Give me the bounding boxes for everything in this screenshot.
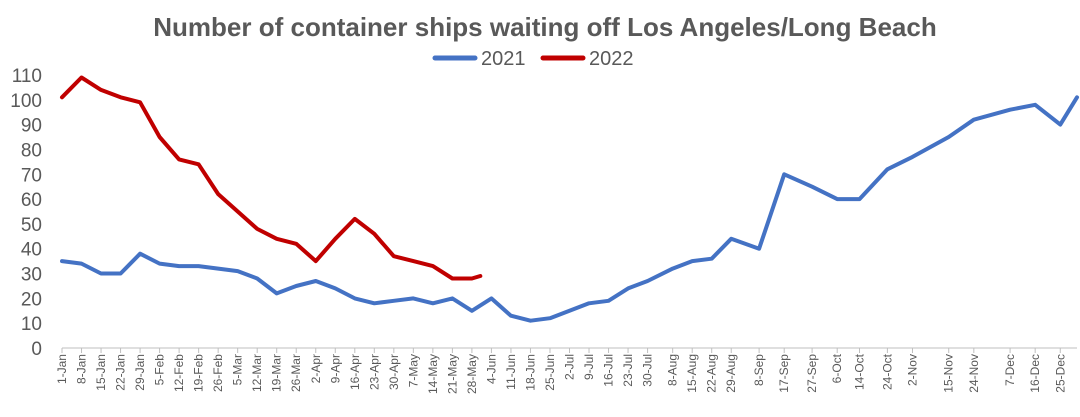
x-tick-label: 8-Aug (666, 354, 680, 386)
x-tick-label: 16-Jul (602, 354, 616, 387)
legend-label-2022: 2022 (589, 48, 634, 70)
y-axis-ticks: 0 10 20 30 40 50 60 70 80 90 100 110 (10, 66, 42, 360)
x-tick-label: 8-Jan (75, 354, 89, 384)
x-tick-label: 2-Jul (563, 354, 577, 380)
y-tick-label: 80 (21, 140, 42, 161)
chart-title: Number of container ships waiting off Lo… (153, 12, 936, 42)
y-tick-label: 30 (21, 265, 42, 286)
legend: 2021 2022 (432, 48, 634, 70)
x-tick-label: 5-Feb (153, 354, 167, 386)
x-tick-label: 24-Oct (880, 353, 894, 390)
x-tick-label: 27-Sep (805, 354, 819, 393)
x-tick-label: 26-Mar (289, 354, 303, 392)
y-tick-label: 0 (31, 339, 42, 360)
x-tick-label: 22-Jan (114, 354, 128, 391)
x-tick-label: 25-Dec (1053, 354, 1067, 393)
y-tick-label: 60 (21, 190, 42, 211)
y-tick-label: 100 (10, 91, 42, 112)
x-tick-label: 9-Jul (582, 354, 596, 380)
x-tick-label: 14-May (426, 354, 440, 394)
x-tick-label: 28-May (465, 354, 479, 394)
y-tick-label: 90 (21, 116, 42, 137)
x-tick-label: 1-Jan (55, 354, 69, 384)
x-tick-label: 21-May (445, 354, 459, 394)
x-tick-label: 30-Jul (641, 354, 655, 387)
x-tick-label: 15-Jan (94, 354, 108, 391)
x-tick-label: 16-Apr (348, 354, 362, 390)
y-tick-label: 40 (21, 240, 42, 261)
x-tick-label: 15-Aug (685, 354, 699, 393)
x-tick-label: 19-Feb (192, 354, 206, 392)
x-tick-label: 12-Mar (250, 354, 264, 392)
x-tick-label: 23-Apr (367, 354, 381, 390)
x-tick-label: 26-Feb (211, 354, 225, 392)
x-tick-label: 22-Aug (705, 354, 719, 393)
x-tick-label: 2-Nov (905, 354, 919, 386)
x-tick-label: 4-Jun (484, 354, 498, 384)
legend-label-2021: 2021 (481, 48, 526, 70)
y-tick-label: 110 (12, 66, 42, 87)
series-lines (60, 75, 1079, 323)
series-line-2021 (60, 95, 1079, 323)
y-tick-label: 50 (21, 215, 42, 236)
x-tick-label: 9-Apr (328, 354, 342, 383)
x-tick-label: 5-Mar (231, 354, 245, 385)
x-tick-label: 19-Mar (270, 354, 284, 392)
x-tick-label: 7-Dec (1003, 354, 1017, 386)
x-tick-label: 16-Dec (1028, 354, 1042, 393)
x-tick-label: 25-Jun (543, 354, 557, 391)
x-tick-label: 8-Sep (752, 354, 766, 386)
x-tick-label: 30-Apr (387, 354, 401, 390)
x-tick-label: 29-Aug (724, 354, 738, 393)
x-tick-label: 17-Sep (777, 354, 791, 393)
x-axis-ticks: 1-Jan 8-Jan 15-Jan 22-Jan 29-Jan 5-Feb 12-Feb 1… (55, 348, 1067, 394)
x-tick-label: 2-Apr (309, 354, 323, 383)
x-tick-label: 15-Nov (942, 354, 956, 393)
x-tick-label: 29-Jan (133, 354, 147, 391)
x-tick-label: 14-Oct (853, 353, 867, 390)
x-tick-label: 12-Feb (172, 354, 186, 392)
x-tick-label: 23-Jul (621, 354, 635, 387)
x-tick-label: 6-Oct (830, 353, 844, 383)
y-tick-label: 70 (21, 165, 42, 186)
x-tick-label: 18-Jun (523, 354, 537, 391)
x-tick-label: 7-May (406, 354, 420, 387)
series-line-2022 (60, 75, 483, 281)
y-tick-label: 20 (21, 289, 42, 310)
x-tick-label: 11-Jun (504, 354, 518, 390)
x-tick-label: 24-Nov (967, 354, 981, 393)
y-tick-label: 10 (21, 314, 42, 335)
